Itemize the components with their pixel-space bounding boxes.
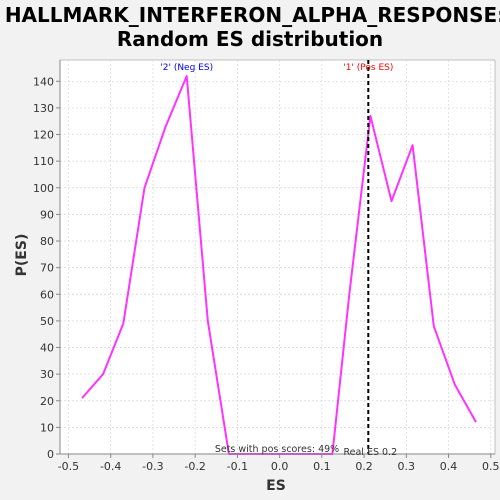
x-tick-label: 0.4 [440,460,458,473]
x-tick-label: 0.3 [398,460,416,473]
y-tick-label: 50 [40,315,54,328]
y-tick-label: 80 [40,235,54,248]
x-tick-label: 0.2 [355,460,373,473]
y-tick-label: 90 [40,208,54,221]
chart-title-line1: HALLMARK_INTERFERON_ALPHA_RESPONSE: [5,3,500,27]
y-tick-label: 30 [40,368,54,381]
y-tick-label: 20 [40,395,54,408]
pos-es-label: '1' (Pos ES) [343,63,393,73]
pos-scores-footer: Sets with pos scores: 49% [215,444,339,455]
y-tick-label: 0 [47,448,54,461]
axis-layer: -0.5 -0.4 -0.3 -0.2 -0.1 0.0 0.1 0.2 0.3 0.4 0.5 0 1… [33,60,500,473]
x-axis-title: ES [266,478,286,494]
y-tick-label: 70 [40,262,54,275]
y-tick-label: 60 [40,288,54,301]
y-axis-title: P(ES) [14,234,30,277]
x-tick-label: 0.5 [482,460,500,473]
x-tick-label: -0.4 [100,460,121,473]
y-tick-label: 110 [33,155,54,168]
chart-title-line2: Random ES distribution [117,27,383,51]
y-tick-label: 10 [40,421,54,434]
y-tick-label: 140 [33,75,54,88]
x-tick-label: 0.1 [313,460,331,473]
y-tick-label: 130 [33,102,54,115]
y-tick-label: 100 [33,182,54,195]
plot-area [59,59,496,455]
x-tick-label: -0.2 [184,460,205,473]
y-tick-label: 120 [33,129,54,142]
y-tick-label: 40 [40,342,54,355]
x-tick-label: 0.0 [271,460,289,473]
x-tick-label: -0.5 [58,460,79,473]
x-tick-label: -0.3 [142,460,163,473]
x-tick-label: -0.1 [227,460,248,473]
neg-es-label: '2' (Neg ES) [160,63,213,73]
real-es-label: Real ES 0.2 [343,447,397,458]
